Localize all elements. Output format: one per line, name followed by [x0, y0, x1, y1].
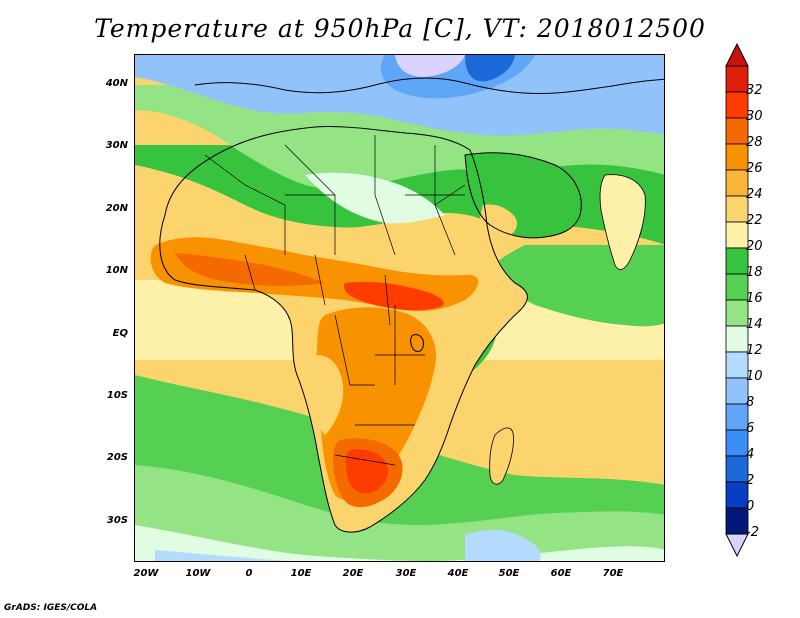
- colorbar-label: 12: [746, 343, 763, 358]
- lon-tick-label: 40E: [447, 568, 469, 579]
- colorbar-label: 26: [746, 161, 763, 176]
- southern-ocean-pale-cyan: [135, 525, 664, 561]
- europe-deep-cold: [465, 55, 515, 82]
- country-borders: [204, 135, 466, 466]
- colorbar-swatch: [725, 143, 749, 171]
- footer-credit: GrADS: IGES/COLA: [4, 603, 98, 613]
- colorbar-swatch: [725, 273, 749, 301]
- colorbar-label: 24: [746, 187, 763, 202]
- madagascar: [489, 427, 514, 485]
- lon-tick-label: 60E: [550, 568, 572, 579]
- colorbar-label: 8: [746, 395, 755, 410]
- europe-coastline: [194, 77, 664, 94]
- chart-title: Temperature at 950hPa [C], VT: 201801250…: [94, 14, 706, 43]
- arabia-warm: [480, 204, 517, 237]
- lat-tick-label: 20N: [105, 203, 128, 214]
- colorbar-label: 6: [746, 421, 755, 436]
- arabia-coastline: [464, 152, 582, 239]
- europe-lavender: [395, 55, 465, 77]
- colorbar-swatch: [725, 403, 749, 431]
- colorbar-swatch: [725, 481, 749, 509]
- india: [599, 174, 646, 270]
- lon-tick-label: 50E: [498, 568, 520, 579]
- north-africa-pale: [305, 172, 445, 224]
- colorbar-swatch: [725, 507, 749, 535]
- central-africa-hot: [344, 281, 444, 311]
- colorbar-swatch: [725, 351, 749, 379]
- lon-tick-label: 0: [245, 568, 253, 579]
- southern-ocean-light-green: [135, 465, 664, 561]
- colorbar-label: 4: [746, 447, 755, 462]
- colorbar-label: 10: [746, 369, 763, 384]
- colorbar-label: 0: [746, 499, 755, 514]
- colorbar-swatch: [725, 117, 749, 145]
- map-frame: [134, 54, 665, 562]
- colorbar-swatch: [725, 221, 749, 249]
- lat-tick-label: EQ: [112, 328, 128, 339]
- lon-tick-label: 30E: [395, 568, 417, 579]
- map-canvas: [135, 55, 664, 561]
- africa-coastline: [159, 126, 528, 533]
- lon-tick-label: 10E: [290, 568, 312, 579]
- colorbar-label: 30: [746, 109, 763, 124]
- colorbar-swatch: [725, 91, 749, 119]
- colorbar-swatch: [725, 429, 749, 457]
- colorbar: [725, 42, 749, 558]
- colorbar-label: 14: [746, 317, 763, 332]
- colorbar-swatch: [725, 455, 749, 483]
- west-africa-hot: [175, 253, 325, 286]
- colorbar-label: 32: [746, 83, 763, 98]
- lon-tick-label: 20W: [133, 568, 159, 579]
- lat-tick-label: 10N: [105, 265, 128, 276]
- colorbar-swatch: [725, 299, 749, 327]
- mediterranean-blue: [135, 55, 664, 136]
- lon-tick-label: 20E: [342, 568, 364, 579]
- southern-ocean-blue: [155, 529, 541, 561]
- angola-cool: [315, 355, 344, 435]
- colorbar-label: 22: [746, 213, 763, 228]
- lake-victoria: [410, 334, 424, 352]
- colorbar-arrow-bottom: [725, 533, 749, 558]
- colorbar-label: 20: [746, 239, 763, 254]
- colorbar-label: 28: [746, 135, 763, 150]
- colorbar-label: 16: [746, 291, 763, 306]
- lat-tick-label: 20S: [106, 452, 128, 463]
- lat-tick-label: 40N: [105, 78, 128, 89]
- lon-tick-label: 70E: [602, 568, 624, 579]
- lon-tick-label: 10W: [185, 568, 211, 579]
- kalahari-hot: [345, 449, 389, 494]
- colorbar-swatch: [725, 169, 749, 197]
- colorbar-label: -2: [746, 525, 759, 540]
- lat-tick-label: 30S: [106, 515, 128, 526]
- colorbar-swatch: [725, 65, 749, 93]
- colorbar-label: 2: [746, 473, 755, 488]
- colorbar-swatch: [725, 247, 749, 275]
- lat-tick-label: 10S: [106, 390, 128, 401]
- lat-tick-label: 30N: [105, 140, 128, 151]
- colorbar-swatch: [725, 377, 749, 405]
- colorbar-swatch: [725, 195, 749, 223]
- colorbar-label: 18: [746, 265, 763, 280]
- colorbar-swatch: [725, 325, 749, 353]
- colorbar-arrow-top: [725, 42, 749, 67]
